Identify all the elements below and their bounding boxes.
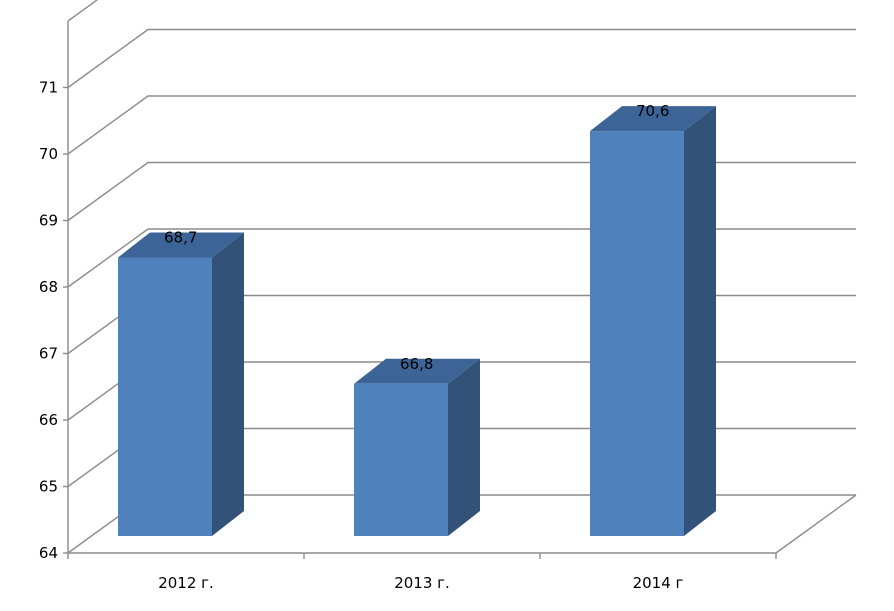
gridline [67, 161, 856, 222]
x-tick-label: 2014 г [633, 574, 684, 592]
bar [354, 358, 480, 536]
bars [118, 106, 716, 536]
bar [118, 232, 244, 536]
bar-top [354, 358, 480, 384]
y-tick-label: 64 [39, 544, 58, 562]
bar-top [590, 106, 716, 132]
x-tick-label: 2013 г. [394, 574, 450, 592]
bar-top [118, 232, 244, 258]
y-tick-label: 69 [39, 212, 58, 230]
labels: 64 65 66 67 68 69 70 71 2012 г. 2013 г. 2014 г 68,7… [39, 79, 684, 593]
y-tick-label: 68 [39, 278, 58, 296]
gridline [67, 28, 856, 89]
data-label: 68,7 [164, 228, 197, 246]
y-tick-label: 71 [39, 79, 58, 97]
y-tick-label: 67 [39, 345, 58, 363]
axes [63, 21, 857, 559]
bar [590, 106, 716, 536]
floor-edge [775, 494, 857, 554]
gridline [67, 0, 99, 22]
x-tick-label: 2012 г. [158, 574, 214, 592]
bar-front [354, 383, 448, 536]
gridline [67, 95, 856, 155]
bar-front [118, 257, 212, 536]
data-label: 70,6 [636, 102, 669, 120]
bar-side [684, 106, 716, 536]
y-tick-label: 70 [39, 145, 58, 163]
bar-side [212, 232, 244, 536]
bar-front [590, 131, 684, 536]
y-tick-label: 65 [39, 478, 58, 496]
y-tick-label: 66 [39, 411, 58, 429]
data-label: 66,8 [400, 355, 433, 373]
bar-side [448, 358, 480, 536]
